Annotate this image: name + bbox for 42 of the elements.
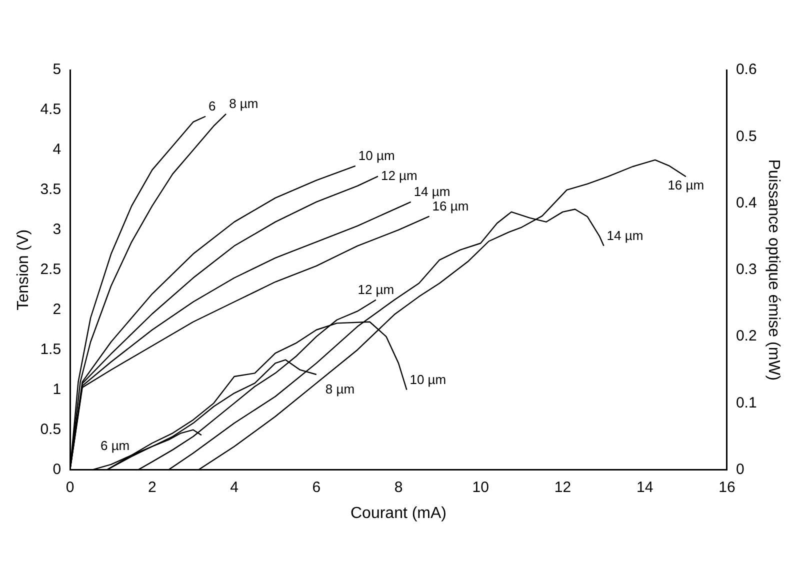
y-tick-label: 4.5: [40, 101, 62, 118]
y-tick-label: 1: [52, 380, 62, 398]
y2-tick-label: 0.4: [736, 194, 757, 212]
x-tick-label: 6: [312, 478, 321, 496]
series-label: 16 µm: [432, 198, 469, 214]
y-tick-label: 0: [52, 460, 62, 478]
y2-tick-label: 0.1: [736, 394, 757, 412]
y-tick-label: 5: [52, 61, 62, 78]
x-tick-label: 4: [230, 478, 238, 496]
y-tick-label: 3: [52, 221, 62, 238]
y2-axis-title: Puissance optique émise (mW): [764, 159, 782, 381]
x-tick-label: 10: [472, 478, 489, 496]
series-label: 8 µm: [325, 382, 355, 397]
series-label: 14 µm: [606, 228, 644, 243]
y-tick-label: 2.5: [40, 261, 62, 278]
series-label: 8 µm: [229, 96, 258, 112]
series-label: 12 µm: [380, 168, 418, 183]
series-label: 12 µm: [358, 282, 394, 297]
y-tick-label: 0.5: [40, 420, 62, 438]
x-axis-title: Courant (mA): [350, 504, 447, 522]
y-tick-label: 4: [52, 141, 62, 158]
y2-tick-label: 0.6: [736, 61, 757, 78]
x-tick-label: 16: [718, 478, 736, 496]
x-tick-label: 8: [394, 478, 403, 496]
y2-tick-label: 0.2: [736, 328, 757, 345]
series-label: 16 µm: [668, 178, 704, 193]
x-tick-label: 0: [66, 478, 74, 496]
series-label: 6: [208, 98, 216, 114]
series-label: 10 µm: [358, 148, 395, 164]
series-label: 14 µm: [414, 184, 450, 200]
y2-tick-label: 0: [736, 460, 744, 478]
y-tick-label: 1.5: [40, 341, 62, 358]
x-tick-label: 2: [148, 478, 156, 496]
y2-tick-label: 0.5: [736, 128, 757, 145]
series-label: 10 µm: [410, 372, 446, 387]
x-tick-label: 14: [636, 478, 654, 496]
x-tick-label: 12: [554, 478, 572, 496]
y-tick-label: 3.5: [40, 181, 62, 198]
series-label: 6 µm: [100, 438, 130, 454]
y-tick-label: 2: [52, 301, 62, 318]
y-axis-title: Tension (V): [15, 229, 32, 310]
y2-tick-label: 0.3: [736, 261, 757, 278]
